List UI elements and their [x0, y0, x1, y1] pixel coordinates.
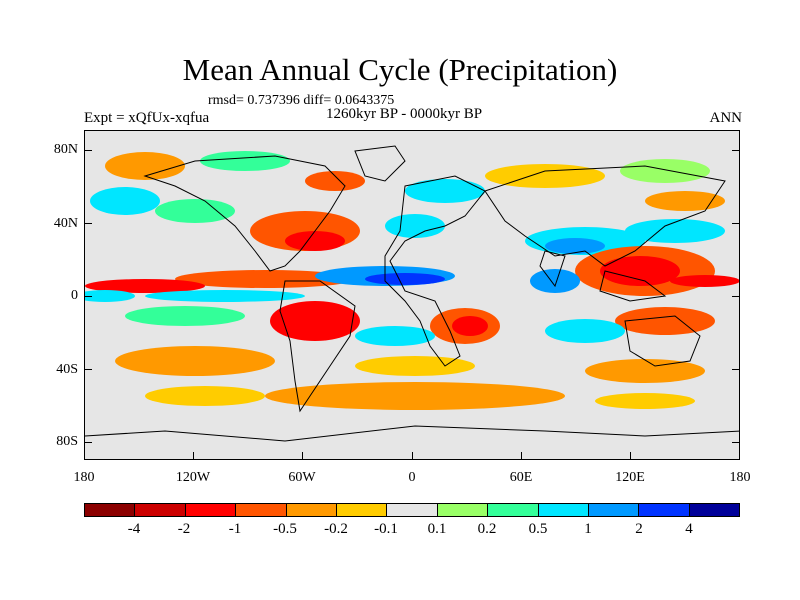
lat-label-80s: 80S [56, 434, 78, 449]
colorbar-segment [336, 504, 388, 516]
lat-tick [732, 296, 740, 297]
lat-label-0: 0 [71, 288, 78, 303]
lat-tick [84, 223, 92, 224]
colorbar-segment [689, 504, 740, 516]
lat-tick [732, 369, 740, 370]
colorbar-label: -4 [127, 521, 141, 537]
lon-label-120e: 120E [615, 470, 645, 485]
map-title: Mean Annual Cycle (Precipitation) [182, 52, 618, 87]
season-label: ANN [709, 110, 743, 126]
colorbar-label: 0.1 [427, 521, 447, 537]
map-panel [84, 130, 740, 460]
colorbar-segment [639, 504, 690, 516]
lat-tick [732, 223, 740, 224]
colorbar-label: -0.5 [273, 521, 297, 537]
colorbar-label: -0.2 [324, 521, 348, 537]
lon-label-180e: 180 [729, 470, 751, 485]
lat-tick [84, 296, 92, 297]
lon-tick [302, 452, 303, 460]
colorbar-segment [588, 504, 640, 516]
colorbar [84, 503, 740, 517]
lat-tick [732, 150, 740, 151]
colorbar-segment [135, 504, 186, 516]
colorbar-label: -1 [228, 521, 242, 537]
lon-label-0: 0 [408, 470, 416, 485]
lat-label-40n: 40N [53, 216, 78, 231]
colorbar-segment [286, 504, 337, 516]
colorbar-label: 0.2 [477, 521, 497, 537]
lat-tick [84, 150, 92, 151]
colorbar-segment [85, 504, 136, 516]
experiment-label: Expt = xQfUx-xqfua [84, 110, 210, 126]
lat-tick [84, 442, 92, 443]
lon-tick [630, 452, 631, 460]
precipitation-map [85, 131, 739, 459]
colorbar-segment [236, 504, 287, 516]
lat-label-40s: 40S [56, 362, 78, 377]
colorbar-segment [387, 504, 438, 516]
lat-label-80n: 80N [53, 142, 78, 157]
coastlines [85, 145, 739, 442]
lon-tick [193, 452, 194, 460]
lon-label-60e: 60E [509, 470, 533, 485]
lon-label-60w: 60W [288, 470, 316, 485]
stats-label: rmsd= 0.737396 diff= 0.0643375 [208, 93, 395, 108]
lat-tick [84, 369, 92, 370]
lon-tick [412, 452, 413, 460]
colorbar-segment [488, 504, 539, 516]
colorbar-segment [185, 504, 237, 516]
colorbar-segment [538, 504, 589, 516]
lon-label-120w: 120W [175, 470, 211, 485]
anomaly-field [85, 151, 739, 410]
period-label: 1260kyr BP - 0000kyr BP [326, 106, 483, 122]
lon-label-180w: 180 [73, 470, 95, 485]
colorbar-label: 0.5 [528, 521, 548, 537]
colorbar-label: -0.1 [374, 521, 398, 537]
lon-tick [521, 452, 522, 460]
colorbar-segment [437, 504, 489, 516]
colorbar-label: 4 [685, 521, 693, 537]
lat-tick [732, 442, 740, 443]
colorbar-label: 1 [584, 521, 592, 537]
colorbar-label: -2 [177, 521, 191, 537]
colorbar-label: 2 [635, 521, 643, 537]
